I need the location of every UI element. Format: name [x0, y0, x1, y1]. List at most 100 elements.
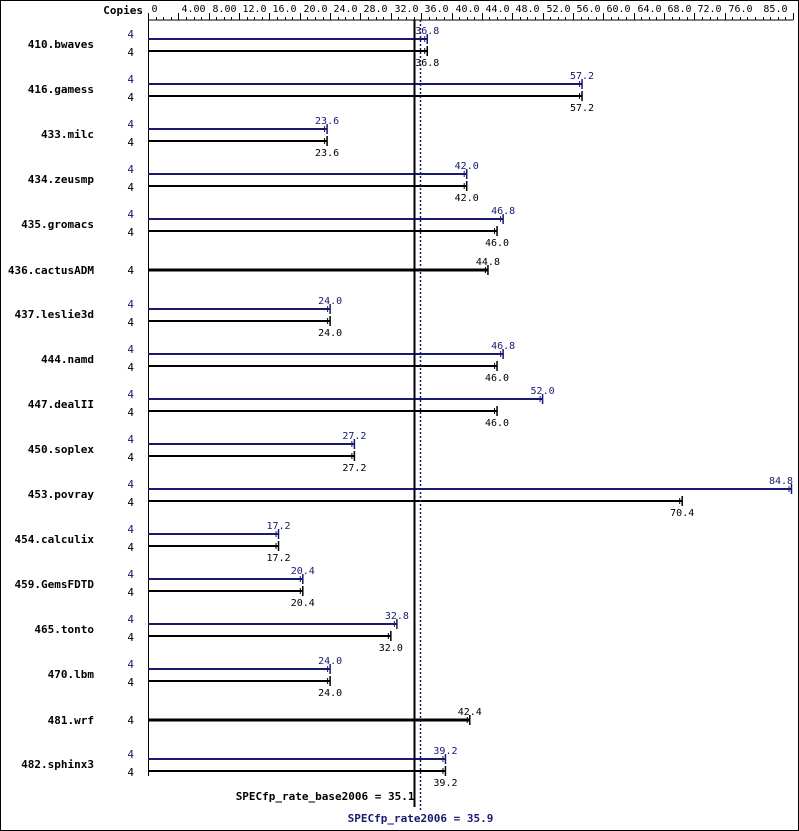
benchmark-name: 465.tonto: [34, 623, 94, 636]
tick-label: 0: [152, 4, 158, 15]
data-label: 23.6: [315, 116, 339, 127]
tick-label: 32.0: [395, 4, 419, 15]
copies-peak: 4: [127, 613, 134, 626]
data-label: 17.2: [266, 521, 290, 532]
tick-label: 4.00: [182, 4, 206, 15]
copies-peak: 4: [127, 73, 134, 86]
data-label: 17.2: [266, 553, 290, 564]
data-label: 44.8: [476, 257, 500, 268]
tick-label: 24.0: [334, 4, 358, 15]
tick-label: 20.0: [304, 4, 328, 15]
data-label: 20.4: [291, 566, 315, 577]
benchmark-name: 416.gamess: [28, 83, 94, 96]
benchmark-name: 437.leslie3d: [15, 308, 94, 321]
data-label: 36.8: [415, 26, 439, 37]
data-label: 24.0: [318, 656, 342, 667]
base-reference-label: SPECfp_rate_base2006 = 35.1: [236, 790, 415, 803]
copies-base: 4: [127, 316, 134, 329]
data-label: 46.0: [485, 238, 509, 249]
benchmark-name: 435.gromacs: [21, 218, 94, 231]
tick-label: 12.0: [243, 4, 267, 15]
data-label: 39.2: [433, 746, 457, 757]
data-label: 20.4: [291, 598, 315, 609]
data-label: 42.0: [455, 193, 479, 204]
data-label: 46.0: [485, 373, 509, 384]
data-label: 46.8: [491, 206, 515, 217]
copies-base: 4: [127, 46, 134, 59]
copies-base: 4: [127, 496, 134, 509]
tick-label: 40.0: [456, 4, 480, 15]
tick-label: 16.0: [273, 4, 297, 15]
copies-base: 4: [127, 406, 134, 419]
bars-layer: 410.bwaves 4 4 36.8 36.8 416.gamess 4 4 57.2 57.2…: [8, 26, 793, 789]
copies-base: 4: [127, 631, 134, 644]
data-label: 24.0: [318, 328, 342, 339]
copies-base: 4: [127, 541, 134, 554]
data-label: 32.0: [379, 643, 403, 654]
benchmark-name: 481.wrf: [48, 714, 94, 727]
tick-label: 8.00: [213, 4, 237, 15]
tick-label: 52.0: [547, 4, 571, 15]
copies-base: 4: [127, 226, 134, 239]
tick-label: 68.0: [668, 4, 692, 15]
benchmark-name: 433.milc: [41, 128, 94, 141]
copies-peak: 4: [127, 478, 134, 491]
benchmark-name: 482.sphinx3: [21, 758, 94, 771]
copies-base: 4: [127, 766, 134, 779]
axis-label: Copies: [103, 4, 143, 17]
data-label: 36.8: [415, 58, 439, 69]
tick-label: 76.0: [729, 4, 753, 15]
copies-peak: 4: [127, 433, 134, 446]
benchmark-name: 453.povray: [28, 488, 95, 501]
copies-peak: 4: [127, 28, 134, 41]
data-label: 46.8: [491, 341, 515, 352]
tick-label: 28.0: [364, 4, 388, 15]
copies-base: 4: [127, 181, 134, 194]
benchmark-name: 434.zeusmp: [28, 173, 95, 186]
data-label: 23.6: [315, 148, 339, 159]
data-label: 42.4: [458, 707, 482, 718]
tick-label: 36.0: [425, 4, 449, 15]
benchmark-name: 444.namd: [41, 353, 94, 366]
data-label: 46.0: [485, 418, 509, 429]
benchmark-name: 447.dealII: [28, 398, 94, 411]
copies-base: 4: [127, 586, 134, 599]
data-label: 42.0: [455, 161, 479, 172]
data-label: 39.2: [433, 778, 457, 789]
copies-peak: 4: [127, 118, 134, 131]
tick-label: 56.0: [577, 4, 601, 15]
data-label: 52.0: [531, 386, 555, 397]
tick-label: 64.0: [638, 4, 662, 15]
axis-layer: Copies 0 4.00 8.00 12.0 16.0 20.0 24.0 28.0 32.0 3…: [103, 4, 794, 776]
copies-peak: 4: [127, 208, 134, 221]
benchmark-name: 454.calculix: [15, 533, 95, 546]
copies-base: 4: [127, 676, 134, 689]
copies-peak: 4: [127, 388, 134, 401]
data-label: 32.8: [385, 611, 409, 622]
copies-peak: 4: [127, 298, 134, 311]
copies-peak: 4: [127, 568, 134, 581]
data-label: 27.2: [342, 463, 366, 474]
copies-base: 4: [127, 264, 134, 277]
copies-base: 4: [127, 136, 134, 149]
tick-label: 44.0: [486, 4, 510, 15]
tick-label: 60.0: [607, 4, 631, 15]
benchmark-name: 470.lbm: [48, 668, 95, 681]
copies-peak: 4: [127, 748, 134, 761]
benchmark-name: 459.GemsFDTD: [15, 578, 95, 591]
copies-base: 4: [127, 361, 134, 374]
tick-label: 48.0: [516, 4, 540, 15]
data-label: 57.2: [570, 71, 594, 82]
copies-peak: 4: [127, 658, 134, 671]
data-label: 84.8: [769, 476, 793, 487]
copies-base: 4: [127, 91, 134, 104]
data-label: 24.0: [318, 688, 342, 699]
copies-peak: 4: [127, 163, 134, 176]
copies-base: 4: [127, 451, 134, 464]
tick-label: 85.0: [763, 4, 787, 15]
benchmark-name: 436.cactusADM: [8, 264, 94, 277]
reference-lines-layer: SPECfp_rate_base2006 = 35.1 SPECfp_rate20…: [236, 20, 493, 825]
benchmark-name: 410.bwaves: [28, 38, 94, 51]
